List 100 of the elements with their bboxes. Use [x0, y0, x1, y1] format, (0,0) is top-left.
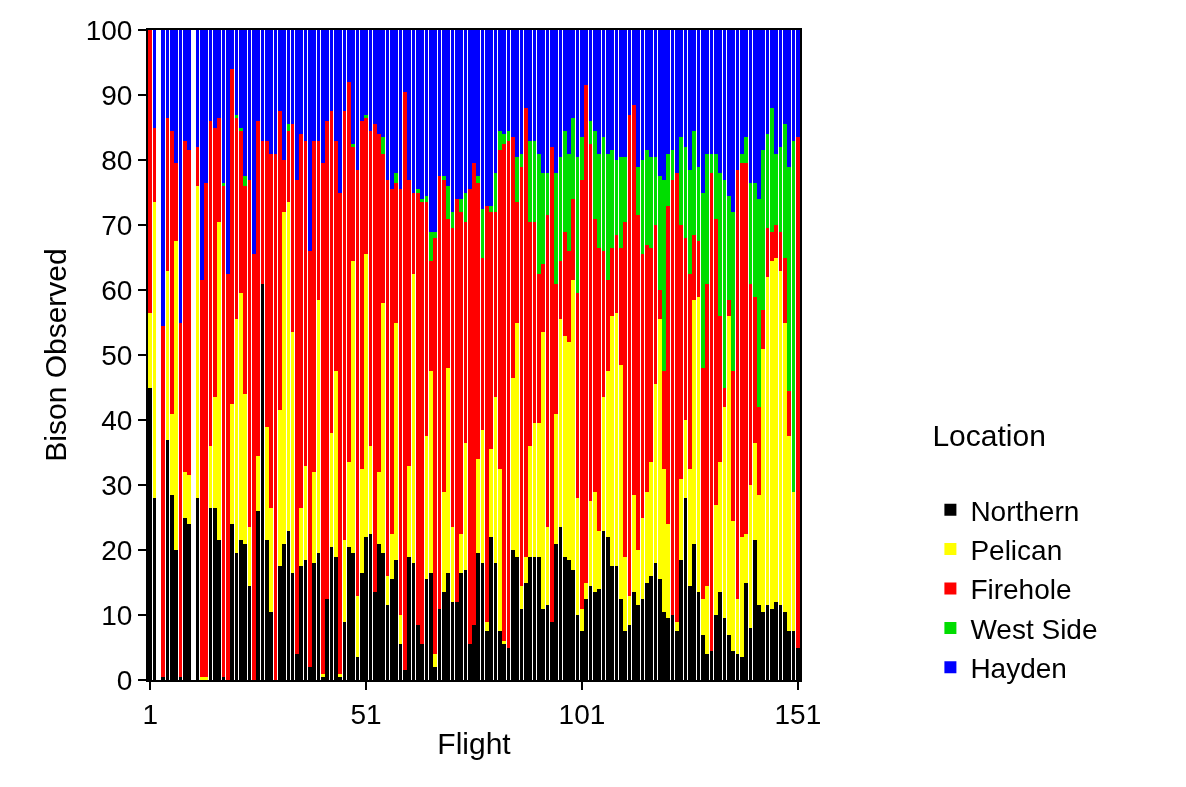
bar	[372, 124, 377, 593]
bar	[420, 30, 425, 199]
bar	[428, 30, 433, 232]
bar	[744, 163, 748, 534]
bar	[394, 173, 399, 183]
legend-label: Pelican	[970, 535, 1063, 567]
bar	[148, 30, 152, 313]
bar	[606, 30, 610, 154]
bar	[217, 221, 222, 541]
y-tick-label: 10	[101, 599, 133, 631]
bar	[787, 390, 792, 437]
legend-label: Hayden	[970, 653, 1067, 685]
bar	[428, 231, 433, 261]
bar	[541, 332, 545, 609]
bar	[476, 176, 481, 183]
bar	[770, 260, 774, 609]
bar	[757, 30, 761, 199]
bar	[381, 137, 386, 154]
legend-label: West Side	[970, 613, 1098, 645]
bar	[351, 260, 355, 554]
bar	[403, 91, 407, 671]
legend-title: Location	[932, 419, 1046, 452]
bar	[308, 30, 312, 251]
y-tick-label: 50	[101, 339, 133, 371]
bar	[381, 303, 386, 554]
bar	[528, 30, 532, 141]
y-tick-label: 60	[101, 274, 133, 306]
bar	[675, 173, 679, 622]
bar	[597, 30, 602, 154]
bar	[416, 189, 420, 193]
bar	[459, 30, 463, 199]
bar	[187, 30, 191, 151]
bar	[796, 137, 800, 648]
bar	[796, 30, 800, 138]
bar	[787, 30, 792, 167]
y-axis-title: Bison Observed	[39, 248, 73, 462]
bar	[187, 475, 191, 524]
bar	[433, 30, 437, 232]
bar	[731, 30, 735, 212]
bar	[295, 30, 299, 180]
x-tick-label: 51	[350, 698, 382, 730]
bar	[567, 30, 571, 154]
legend-label: Northern	[970, 495, 1080, 527]
bar	[515, 322, 520, 557]
bar	[688, 30, 692, 170]
y-tick-label: 40	[101, 404, 133, 436]
bar	[528, 140, 532, 222]
legend-label: Firehole	[970, 574, 1072, 606]
y-tick-label: 0	[116, 664, 133, 696]
bar	[761, 309, 766, 349]
bar	[200, 676, 204, 680]
bar	[744, 137, 748, 164]
bar	[498, 130, 502, 151]
bar	[485, 30, 489, 206]
bar	[701, 30, 705, 193]
bar	[251, 30, 256, 255]
bar	[213, 30, 217, 128]
bar	[161, 325, 165, 677]
bar	[226, 30, 230, 274]
y-tick-label: 80	[101, 144, 133, 176]
bar	[161, 30, 165, 326]
y-tick-label: 100	[85, 14, 133, 46]
bar	[174, 241, 178, 550]
bar	[454, 199, 459, 602]
bar	[636, 30, 640, 167]
y-tick-label: 30	[101, 469, 133, 501]
bar	[770, 108, 774, 232]
bar	[523, 556, 528, 583]
bar	[333, 371, 338, 557]
bar	[593, 491, 597, 593]
bar	[256, 455, 260, 511]
bar	[515, 30, 520, 157]
x-tick-label: 1	[142, 698, 158, 730]
bar	[657, 30, 662, 177]
bar	[420, 199, 425, 203]
y-tick-label: 70	[101, 209, 133, 241]
bar	[675, 621, 679, 632]
bar	[739, 537, 744, 658]
x-tick-label: 101	[558, 698, 606, 730]
bar	[705, 585, 709, 654]
bar	[364, 114, 368, 118]
bar	[549, 147, 554, 622]
bar	[282, 30, 286, 160]
bar	[485, 205, 489, 622]
bar	[623, 30, 627, 157]
bar	[321, 30, 325, 164]
bar	[618, 30, 623, 157]
bar	[489, 30, 494, 206]
bar	[502, 641, 507, 645]
bar	[515, 156, 520, 203]
y-tick-label: 90	[101, 79, 133, 111]
bar	[554, 30, 558, 173]
bar	[675, 30, 679, 173]
bar	[467, 30, 472, 190]
bar	[774, 30, 779, 154]
bar	[726, 299, 731, 316]
x-tick-label: 151	[774, 698, 822, 730]
bar	[338, 30, 342, 193]
x-axis-title: Flight	[437, 726, 512, 760]
bar	[618, 156, 623, 248]
